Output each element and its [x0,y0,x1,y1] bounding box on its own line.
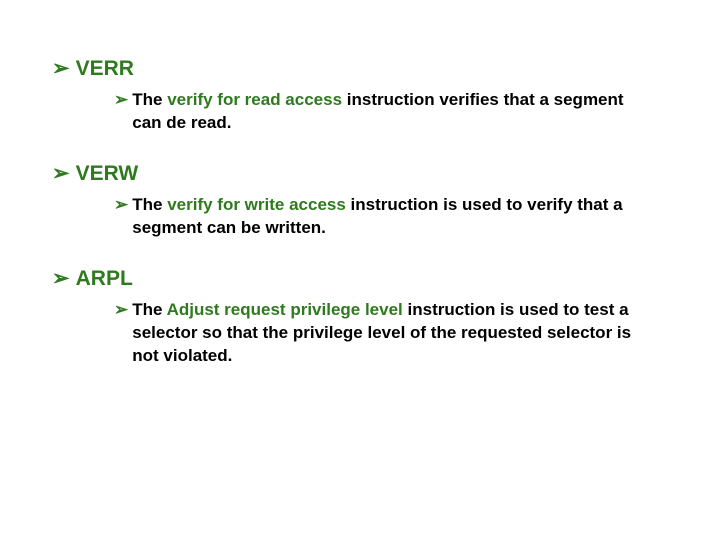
heading-row: ➢ VERR [52,56,680,81]
description-block: ➢ The verify for read access instruction… [114,89,680,135]
desc-pre: The [132,90,167,109]
chevron-icon: ➢ [52,266,70,291]
description-text: The verify for read access instruction v… [132,89,652,135]
desc-emphasis: verify for write access [167,195,346,214]
desc-pre: The [132,195,167,214]
chevron-icon: ➢ [114,89,128,112]
chevron-icon: ➢ [114,194,128,217]
heading-text: VERR [76,56,134,81]
description-text: The Adjust request privilege level instr… [132,299,652,368]
chevron-icon: ➢ [114,299,128,322]
heading-text: ARPL [76,266,133,291]
heading-row: ➢ ARPL [52,266,680,291]
heading-text: VERW [76,161,139,186]
heading-row: ➢ VERW [52,161,680,186]
desc-emphasis: Adjust request privilege level [167,300,403,319]
description-block: ➢ The verify for write access instructio… [114,194,680,240]
chevron-icon: ➢ [52,56,70,81]
slide-content: ➢ VERR ➢ The verify for read access inst… [0,0,720,540]
desc-emphasis: verify for read access [167,90,342,109]
description-text: The verify for write access instruction … [132,194,652,240]
item-verr: ➢ VERR ➢ The verify for read access inst… [52,56,680,135]
description-block: ➢ The Adjust request privilege level ins… [114,299,680,368]
item-verw: ➢ VERW ➢ The verify for write access ins… [52,161,680,240]
item-arpl: ➢ ARPL ➢ The Adjust request privilege le… [52,266,680,368]
desc-pre: The [132,300,166,319]
chevron-icon: ➢ [52,161,70,186]
